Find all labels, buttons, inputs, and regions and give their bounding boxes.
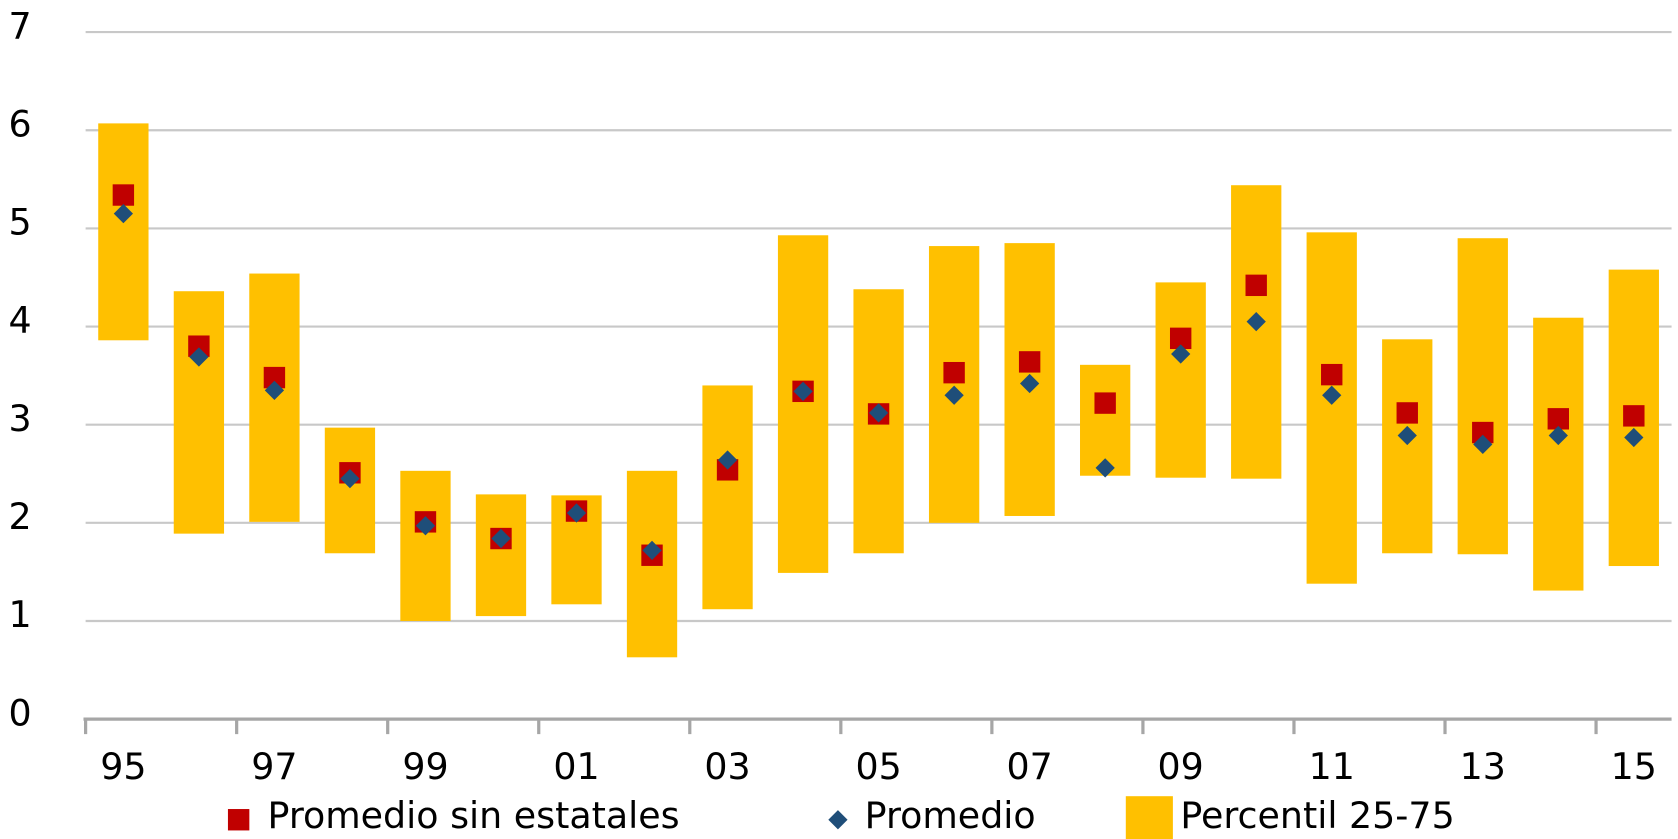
- diamond-marker: [340, 469, 360, 489]
- range-bar: [1533, 317, 1584, 591]
- legend-swatch: [828, 810, 848, 830]
- diamond-marker: [717, 450, 738, 470]
- diamond-marker: [189, 347, 209, 367]
- diamond-marker: [1548, 425, 1568, 446]
- y-tick-label: 3: [9, 397, 32, 440]
- square-marker: [1169, 327, 1192, 350]
- range-bar: [98, 123, 149, 341]
- y-tick-label: 1: [9, 593, 32, 636]
- legend-label: Promedio sin estatales: [268, 794, 680, 837]
- x-tick-label: 01: [553, 745, 599, 788]
- range-bar: [475, 494, 527, 617]
- square-marker: [716, 459, 739, 481]
- y-tick-label: 4: [9, 299, 32, 342]
- range-bar: [1155, 282, 1206, 478]
- range-bar: [324, 427, 376, 554]
- range-bar: [173, 291, 225, 534]
- square-marker: [1623, 405, 1645, 427]
- legend-swatch: [1125, 796, 1173, 839]
- square-marker: [1245, 274, 1267, 297]
- diamond-marker: [113, 204, 134, 224]
- range-bar: [1231, 185, 1282, 479]
- diamond-marker: [566, 503, 587, 523]
- range-bar: [702, 385, 753, 610]
- diamond-marker: [642, 540, 662, 560]
- square-marker: [1547, 408, 1569, 430]
- square-marker: [1321, 363, 1343, 386]
- x-tick-label: 03: [704, 745, 750, 788]
- x-tick-label: 09: [1158, 745, 1204, 788]
- x-tick-label: 95: [100, 745, 146, 788]
- diamond-marker: [1171, 344, 1191, 364]
- square-marker: [112, 184, 135, 206]
- diamond-marker: [1473, 434, 1493, 454]
- square-marker: [1094, 392, 1116, 414]
- y-tick-label: 2: [9, 495, 32, 538]
- square-marker: [1018, 351, 1041, 373]
- x-tick-label: 05: [855, 745, 901, 788]
- y-tick-label: 0: [9, 691, 32, 734]
- range-bar: [400, 470, 451, 621]
- x-tick-label: 13: [1460, 745, 1506, 788]
- legend-label: Promedio: [865, 794, 1036, 837]
- x-tick-label: 99: [402, 745, 448, 788]
- legend-swatch: [227, 809, 250, 831]
- diamond-marker: [1397, 425, 1417, 446]
- range-bar: [1080, 364, 1131, 476]
- diamond-marker: [1020, 373, 1040, 394]
- legend-label: Percentil 25-75: [1180, 794, 1454, 837]
- y-tick-label: 7: [9, 4, 32, 47]
- x-tick-label: 15: [1611, 745, 1657, 788]
- diamond-marker: [415, 516, 436, 536]
- x-tick-label: 07: [1006, 745, 1052, 788]
- range-bar: [1457, 238, 1508, 555]
- range-bar: [1382, 339, 1433, 554]
- diamond-marker: [793, 381, 813, 401]
- x-tick-label: 11: [1309, 745, 1355, 788]
- square-marker: [943, 361, 965, 384]
- square-marker: [1396, 402, 1418, 424]
- range-bar: [928, 246, 980, 523]
- diamond-marker: [868, 403, 889, 423]
- square-marker: [188, 335, 210, 357]
- square-marker: [1472, 421, 1494, 444]
- y-tick-label: 6: [9, 102, 32, 145]
- range-bar: [1306, 232, 1357, 584]
- x-tick-label: 97: [251, 745, 297, 788]
- range-bar: [777, 235, 829, 573]
- y-tick-label: 5: [9, 201, 32, 244]
- square-marker: [263, 366, 286, 389]
